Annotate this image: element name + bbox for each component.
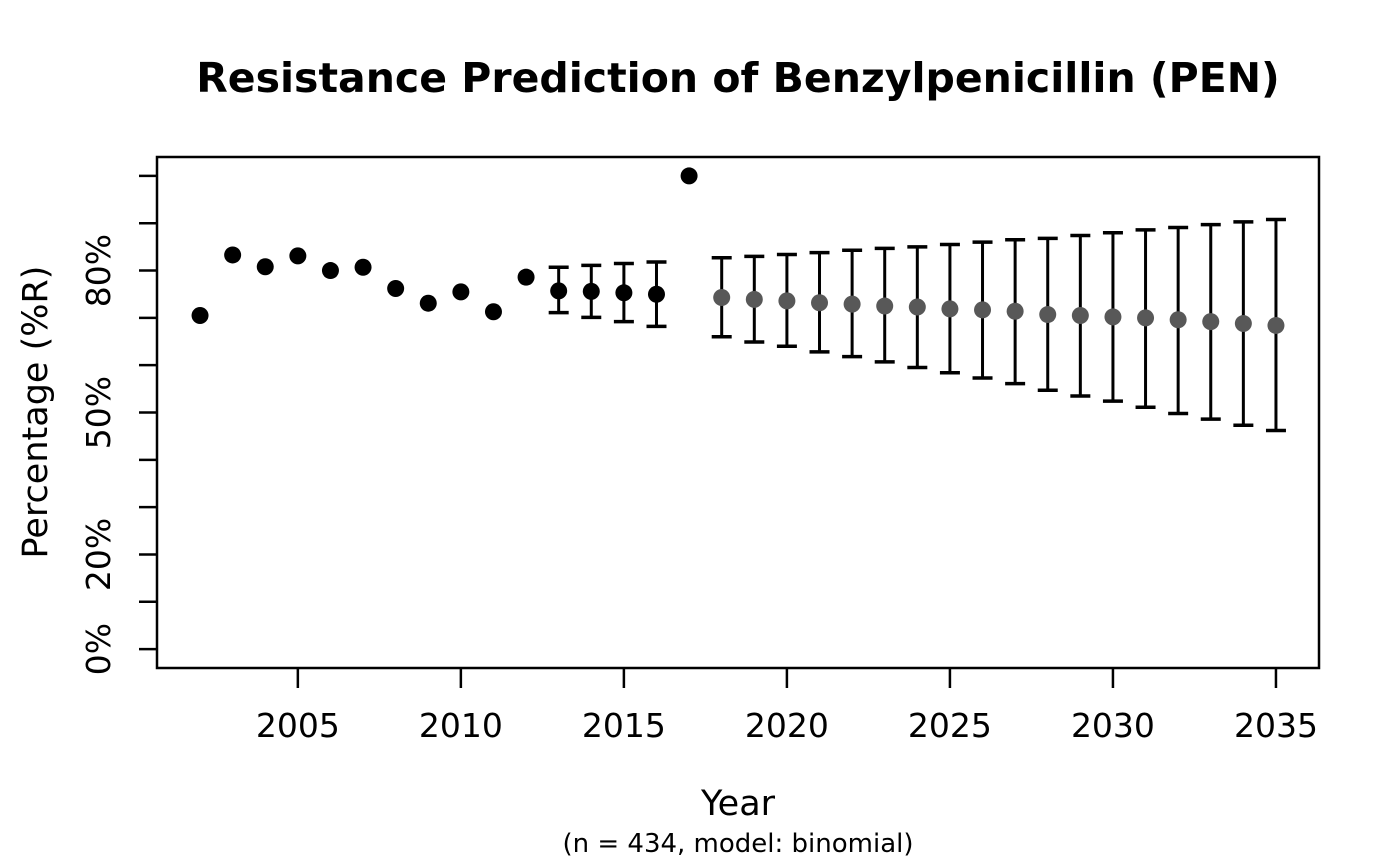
predicted-point-2022 <box>843 295 861 313</box>
observed-point-2007 <box>354 258 372 276</box>
predicted-point-2028 <box>1039 306 1057 324</box>
observed-with-ci-point-2016 <box>647 285 665 303</box>
y-tick-label-80: 80% <box>79 234 118 307</box>
y-tick-label-20: 20% <box>79 518 118 591</box>
y-tick-label-0: 0% <box>79 623 118 675</box>
x-tick-label-2020: 2020 <box>745 706 829 745</box>
observed-point-2008 <box>387 280 405 298</box>
x-tick-label-2010: 2010 <box>419 706 503 745</box>
y-axis-tick-labels: 0% 20% 50% 80% <box>79 234 118 675</box>
x-axis-ticks <box>296 668 1278 688</box>
x-axis-title: Year <box>700 784 776 824</box>
predicted-point-2034 <box>1234 315 1252 333</box>
predicted-point-2029 <box>1071 307 1089 325</box>
observed-point-2010 <box>452 283 470 301</box>
observed-point-2009 <box>419 294 437 312</box>
predicted-point-2018 <box>713 289 731 307</box>
x-tick-label-2015: 2015 <box>582 706 666 745</box>
observed-point-2003 <box>224 246 242 264</box>
predicted-point-2032 <box>1169 311 1187 329</box>
x-axis-tick-labels: 2005 2010 2015 2020 2025 2030 2035 <box>256 706 1318 745</box>
observed-point-2002 <box>191 307 209 325</box>
plot-frame <box>155 155 1321 670</box>
observed-point-2006 <box>321 262 339 280</box>
x-tick-label-2035: 2035 <box>1234 706 1318 745</box>
predicted-point-2031 <box>1137 309 1155 327</box>
predicted-point-2030 <box>1104 308 1122 326</box>
y-axis-title: Percentage (%R) <box>16 266 56 559</box>
predicted-point-2027 <box>1006 302 1024 320</box>
observed-point-2012 <box>517 268 535 286</box>
observed-point-2004 <box>256 258 274 276</box>
predicted-point-2025 <box>941 300 959 318</box>
y-axis-ticks <box>139 174 157 651</box>
predicted-point-2023 <box>876 297 894 315</box>
predicted-point-2033 <box>1202 313 1220 331</box>
predicted-point-2024 <box>908 298 926 316</box>
observed-point-2017 <box>680 167 698 185</box>
data-points <box>191 167 1285 334</box>
predicted-point-2020 <box>778 292 796 310</box>
observed-with-ci-point-2013 <box>550 282 568 300</box>
observed-with-ci-point-2015 <box>615 284 633 302</box>
chart-title: Resistance Prediction of Benzylpenicilli… <box>196 54 1280 102</box>
predicted-point-2021 <box>811 294 829 312</box>
observed-point-2005 <box>289 247 307 265</box>
predicted-point-2019 <box>745 290 763 308</box>
observed-with-ci-point-2014 <box>582 282 600 300</box>
chart-subtitle: (n = 434, model: binomial) <box>562 829 913 859</box>
x-tick-label-2025: 2025 <box>908 706 992 745</box>
y-tick-label-50: 50% <box>79 376 118 449</box>
x-tick-label-2030: 2030 <box>1071 706 1155 745</box>
predicted-point-2026 <box>974 301 992 319</box>
predicted-point-2035 <box>1267 316 1285 334</box>
observed-point-2011 <box>484 303 502 321</box>
x-tick-label-2005: 2005 <box>256 706 340 745</box>
